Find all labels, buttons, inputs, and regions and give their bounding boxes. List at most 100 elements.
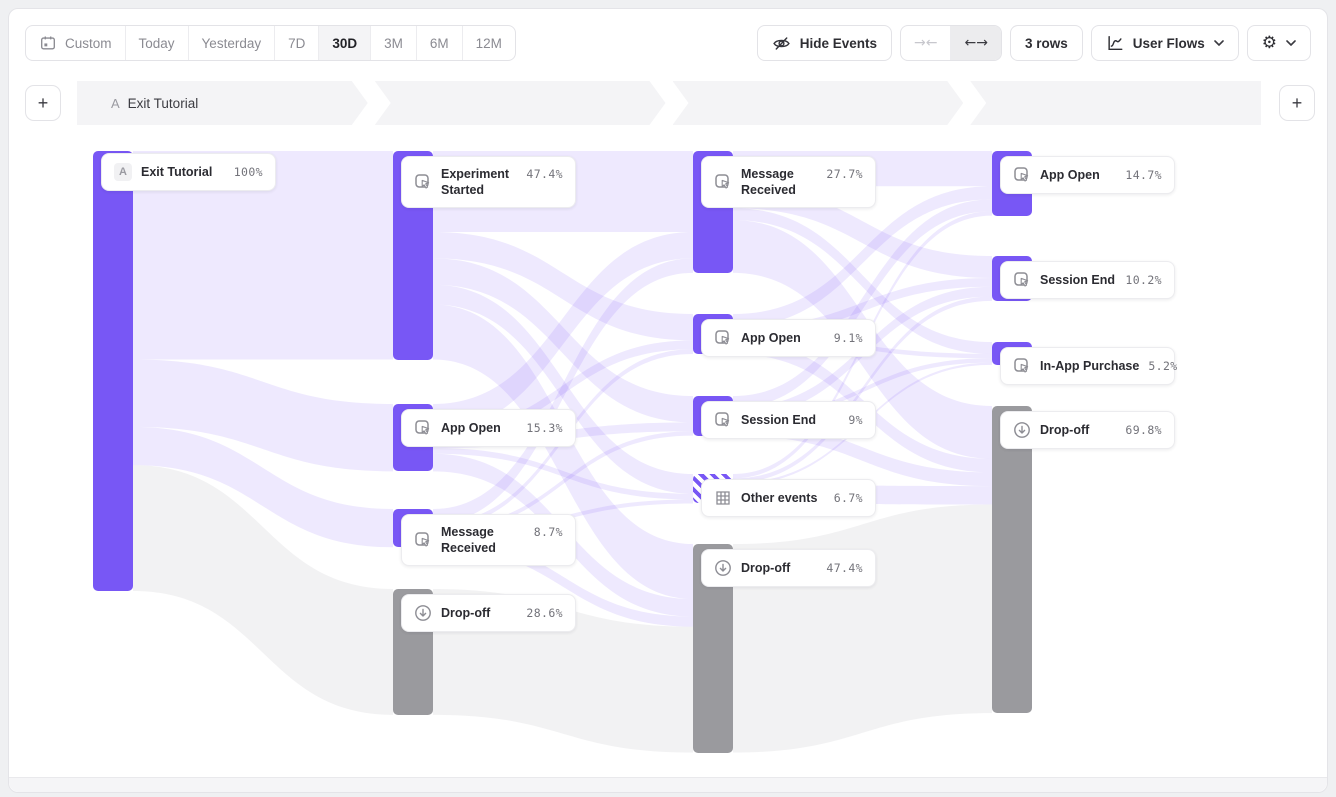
node-label: Other events (741, 490, 818, 505)
collapse-columns-button[interactable]: →← (901, 26, 952, 60)
flow-links-svg (133, 151, 992, 753)
node-drop-off-col4[interactable]: Drop-off 69.8% (1000, 411, 1175, 449)
flow-link (433, 448, 693, 500)
node-session-end-col3[interactable]: Session End 9% (701, 401, 876, 439)
event-icon (714, 329, 732, 347)
date-range-label: Yesterday (201, 35, 262, 51)
node-percentage: 28.6% (526, 606, 563, 620)
event-icon (1013, 166, 1031, 184)
flow-link (133, 465, 393, 715)
node-session-end-col4[interactable]: Session End 10.2% (1000, 261, 1175, 299)
node-app-open-col4[interactable]: App Open 14.7% (1000, 156, 1175, 194)
step-segment-1[interactable]: A Exit Tutorial (77, 81, 368, 125)
node-badge: A (114, 163, 132, 181)
date-range-group: Custom Today Yesterday 7D 30D 3M 6M 12M (25, 25, 516, 61)
date-range-label: 30D (332, 35, 358, 51)
expand-columns-button[interactable]: ←→ (951, 26, 1001, 60)
flow-link (733, 199, 992, 408)
node-label: Exit Tutorial (141, 164, 213, 179)
node-other-events-col3[interactable]: Other events 6.7% (701, 479, 876, 517)
flow-link (133, 426, 393, 548)
node-in-app-purchase-col4[interactable]: In-App Purchase 5.2% (1000, 347, 1178, 385)
node-percentage: 8.7% (533, 525, 563, 539)
flow-link (433, 284, 693, 494)
bar-drop-off-col4[interactable] (992, 406, 1032, 714)
date-range-7d[interactable]: 7D (275, 26, 320, 60)
chevron-down-icon (1286, 40, 1296, 46)
event-icon (414, 173, 432, 191)
date-range-custom[interactable]: Custom (26, 26, 126, 60)
node-percentage: 69.8% (1125, 423, 1162, 437)
drop-off-icon (1013, 421, 1031, 439)
node-label: Session End (1040, 272, 1116, 287)
view-selector-label: User Flows (1132, 35, 1205, 51)
step-badge: A (111, 95, 120, 111)
date-range-label: 6M (429, 35, 449, 51)
date-range-6m[interactable]: 6M (417, 26, 463, 60)
expand-icon: ←→ (964, 35, 988, 51)
view-selector-button[interactable]: User Flows (1090, 25, 1239, 61)
node-drop-off-col2[interactable]: Drop-off 28.6% (401, 594, 576, 632)
node-percentage: 47.4% (826, 561, 863, 575)
drop-off-icon (714, 559, 732, 577)
gear-icon: ⚙ (1261, 32, 1277, 53)
flow-chart-icon (1106, 34, 1124, 52)
collapse-icon: →← (914, 35, 938, 51)
add-step-left-button[interactable]: + (25, 85, 61, 121)
hide-events-button[interactable]: Hide Events (756, 25, 892, 61)
node-label: Message Received (441, 524, 496, 555)
date-range-today[interactable]: Today (126, 26, 189, 60)
user-flows-sankey: A Exit Tutorial 100% Experiment Started 47.4… (9, 9, 1327, 792)
event-icon (1013, 271, 1031, 289)
grid-icon (714, 489, 732, 507)
date-range-label: Today (138, 35, 175, 51)
spacing-toggle-group: →← ←→ (900, 25, 1002, 61)
step-segment-2[interactable] (375, 81, 666, 125)
node-percentage: 9.1% (833, 331, 863, 345)
node-exit-tutorial-col1[interactable]: A Exit Tutorial 100% (101, 153, 276, 191)
event-icon (714, 411, 732, 429)
flow-link (433, 258, 693, 524)
date-range-30d[interactable]: 30D (319, 26, 372, 60)
event-icon (714, 173, 732, 191)
date-range-label: Custom (65, 35, 112, 51)
node-message-received-col2[interactable]: Message Received 8.7% (401, 514, 576, 566)
node-app-open-col3[interactable]: App Open 9.1% (701, 319, 876, 357)
node-label: In-App Purchase (1040, 358, 1140, 373)
date-range-3m[interactable]: 3M (371, 26, 417, 60)
bar-exit-tutorial-col1[interactable] (93, 151, 133, 591)
node-label: Session End (741, 412, 817, 427)
step-segment-3[interactable] (673, 81, 964, 125)
date-range-label: 12M (475, 35, 502, 51)
rows-button[interactable]: 3 rows (1009, 25, 1083, 61)
node-drop-off-col3[interactable]: Drop-off 47.4% (701, 549, 876, 587)
date-range-yesterday[interactable]: Yesterday (189, 26, 276, 60)
node-percentage: 9% (848, 413, 863, 427)
toolbar-right-cluster: Hide Events →← ←→ 3 rows (756, 25, 1311, 61)
node-percentage: 15.3% (526, 421, 563, 435)
node-label: App Open (1040, 167, 1100, 182)
card-footer (9, 777, 1327, 792)
settings-button[interactable]: ⚙ (1246, 25, 1311, 61)
node-percentage: 100% (233, 165, 263, 179)
flow-link (433, 258, 693, 423)
node-message-received-col3[interactable]: Message Received 27.7% (701, 156, 876, 208)
node-percentage: 5.2% (1148, 359, 1178, 373)
event-icon (414, 419, 432, 437)
node-percentage: 47.4% (526, 167, 563, 181)
node-percentage: 6.7% (833, 491, 863, 505)
drop-off-icon (414, 604, 432, 622)
node-percentage: 14.7% (1125, 168, 1162, 182)
node-app-open-col2[interactable]: App Open 15.3% (401, 409, 576, 447)
add-step-right-button[interactable]: + (1279, 85, 1315, 121)
node-label: Experiment Started (441, 166, 510, 197)
toolbar: Custom Today Yesterday 7D 30D 3M 6M 12M Hide Ev… (25, 25, 1311, 61)
step-segment-4[interactable] (970, 81, 1261, 125)
node-experiment-started-col2[interactable]: Experiment Started 47.4% (401, 156, 576, 208)
chevron-down-icon (1213, 40, 1224, 46)
calendar-icon (39, 34, 57, 52)
date-range-12m[interactable]: 12M (463, 26, 515, 60)
step-label: Exit Tutorial (127, 95, 199, 111)
date-range-label: 3M (384, 35, 403, 51)
app-card: Custom Today Yesterday 7D 30D 3M 6M 12M Hide Ev… (8, 8, 1328, 793)
